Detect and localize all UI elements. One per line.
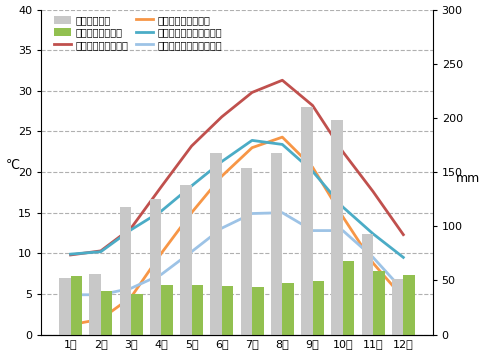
Bar	[101, 291, 112, 334]
Bar	[362, 234, 373, 334]
Bar	[89, 274, 101, 334]
Y-axis label: ℃: ℃	[5, 159, 19, 172]
Bar	[59, 278, 70, 334]
Bar	[150, 199, 161, 334]
Bar	[131, 295, 142, 334]
Bar	[373, 271, 384, 334]
Bar	[120, 207, 131, 334]
Bar	[252, 287, 263, 334]
Bar	[403, 275, 415, 334]
Y-axis label: mm: mm	[456, 172, 481, 185]
Bar	[180, 185, 191, 334]
Bar	[70, 276, 82, 334]
Bar	[312, 282, 324, 334]
Bar	[210, 153, 222, 334]
Bar	[271, 153, 282, 334]
Legend: 東京の降水量, ロンドンの降水量, 東京の平均最高気温, 東京の平均最低気温, ロンドンの平均最高気温, ロンドンの平均最低気温: 東京の降水量, ロンドンの降水量, 東京の平均最高気温, 東京の平均最低気温, …	[50, 11, 226, 54]
Bar	[331, 120, 343, 334]
Bar	[392, 279, 403, 334]
Bar	[282, 283, 294, 334]
Bar	[343, 261, 354, 334]
Bar	[241, 168, 252, 334]
Bar	[222, 286, 233, 334]
Bar	[191, 285, 203, 334]
Bar	[161, 285, 173, 334]
Bar	[301, 107, 312, 334]
